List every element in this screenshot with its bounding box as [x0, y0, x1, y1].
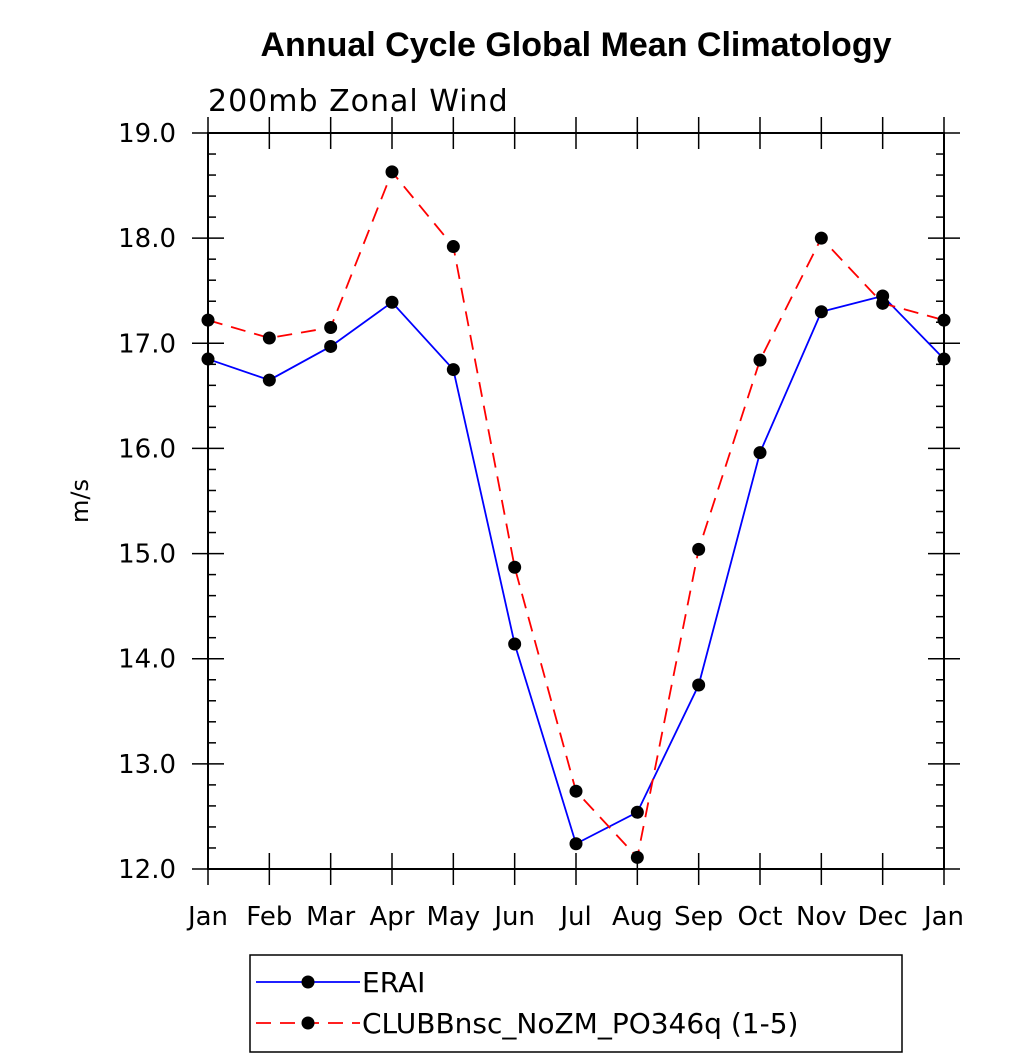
data-point: [446, 240, 460, 254]
x-tick-label: Jun: [492, 902, 535, 932]
x-tick-label: Mar: [306, 902, 355, 932]
data-point: [692, 542, 706, 556]
data-point: [569, 784, 583, 798]
y-axis-label: m/s: [66, 479, 94, 523]
y-tick-label: 12.0: [118, 855, 176, 885]
legend-label-1: CLUBBnsc_NoZM_PO346q (1-5): [362, 1007, 798, 1040]
data-point: [508, 560, 522, 574]
y-tick-label: 17.0: [118, 329, 176, 359]
x-tick-label: Jan: [922, 902, 964, 932]
axis-ticks: [192, 117, 960, 885]
data-point: [569, 837, 583, 851]
data-point: [753, 446, 767, 460]
legend-box: [249, 954, 903, 1053]
chart-subtitle: 200mb Zonal Wind: [208, 84, 509, 119]
series-lines: [207, 170, 945, 860]
chart-title: Annual Cycle Global Mean Climatology: [261, 26, 892, 64]
series-line-0: [207, 294, 945, 846]
y-tick-label: 15.0: [118, 540, 176, 570]
y-tick-labels: 12.0 13.0 14.0 15.0 16.0 17.0 18.0 19.0: [118, 119, 176, 885]
y-tick-label: 14.0: [118, 645, 176, 675]
data-point: [385, 165, 399, 179]
x-tick-label: Feb: [246, 902, 292, 932]
x-tick-label: Aug: [612, 902, 663, 932]
data-point: [876, 296, 890, 310]
x-tick-label: May: [426, 902, 480, 932]
data-point: [814, 305, 828, 319]
data-point: [814, 231, 828, 245]
x-tick-labels: Jan Feb Mar Apr May Jun Jul Aug Sep Oct Nov Dec Jan: [186, 902, 964, 932]
x-tick-label: Jan: [186, 902, 228, 932]
x-tick-label: Sep: [674, 902, 723, 932]
x-tick-label: Dec: [858, 902, 908, 932]
legend-marker: [301, 1016, 315, 1030]
series-line-1: [207, 170, 945, 860]
y-tick-label: 19.0: [118, 119, 176, 149]
data-point: [753, 353, 767, 367]
series-markers: [201, 165, 951, 864]
x-tick-label: Jul: [558, 902, 591, 932]
data-point: [385, 295, 399, 309]
data-point: [262, 331, 276, 345]
legend-marker: [301, 975, 315, 989]
x-tick-label: Oct: [738, 902, 783, 932]
data-point: [446, 363, 460, 377]
data-point: [630, 805, 644, 819]
x-tick-label: Nov: [796, 902, 847, 932]
y-tick-label: 13.0: [118, 750, 176, 780]
data-point: [262, 373, 276, 387]
data-point: [324, 321, 338, 335]
legend: ERAI CLUBBnsc_NoZM_PO346q (1-5): [249, 954, 903, 1053]
data-point: [630, 850, 644, 864]
data-point: [692, 678, 706, 692]
legend-label-0: ERAI: [362, 966, 425, 999]
y-tick-label: 18.0: [118, 224, 176, 254]
data-point: [324, 339, 338, 353]
data-point: [508, 637, 522, 651]
y-tick-label: 16.0: [118, 434, 176, 464]
x-tick-label: Apr: [370, 902, 415, 932]
plot-frame: [207, 132, 945, 870]
